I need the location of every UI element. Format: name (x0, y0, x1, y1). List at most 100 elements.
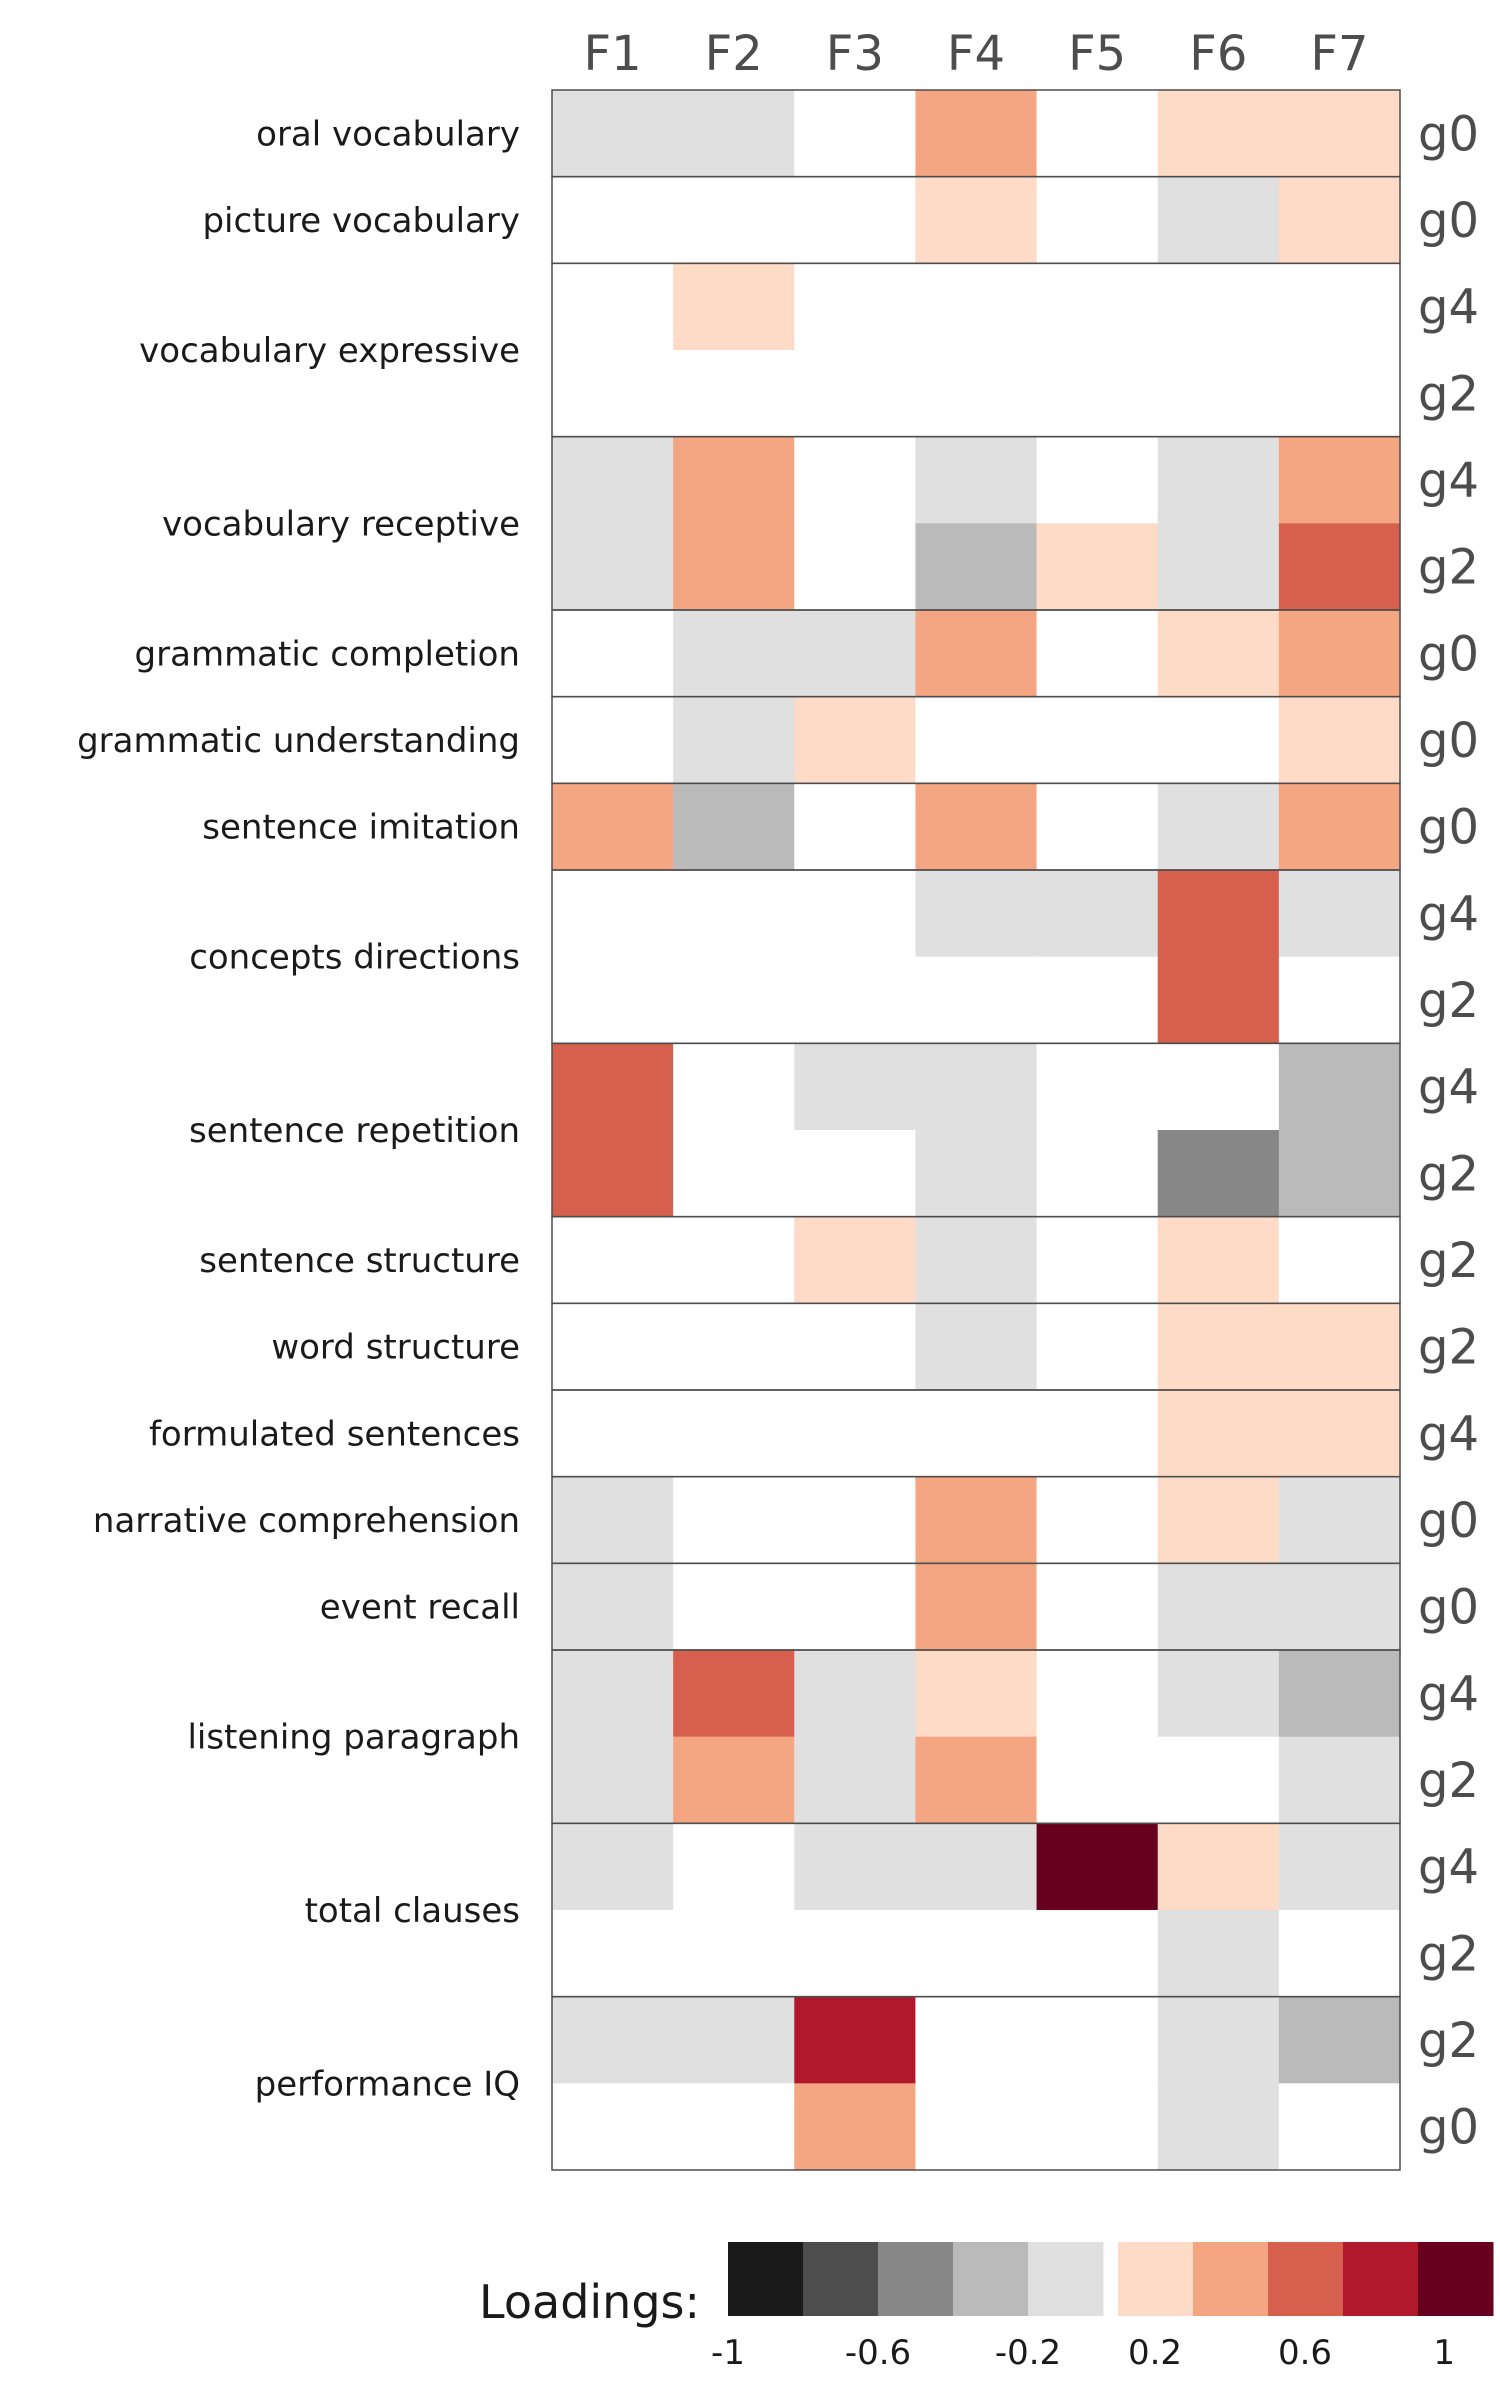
heatmap-cell (1157, 696, 1280, 784)
heatmap-cell (552, 1736, 674, 1824)
group-label: g0 (1418, 1580, 1479, 1636)
heatmap-cell (1157, 176, 1280, 264)
heatmap-cell (1157, 1823, 1280, 1911)
group-label: g0 (1418, 106, 1479, 162)
row-label: sentence structure (199, 1241, 520, 1281)
heatmap-cell (1278, 176, 1401, 264)
heatmap-cell (915, 956, 1038, 1044)
heatmap-cell (1157, 1043, 1280, 1131)
heatmap-cell (1278, 436, 1401, 524)
heatmap-cell (1036, 1216, 1159, 1304)
group-label: g4 (1418, 280, 1479, 336)
heatmap-cell (794, 1563, 917, 1651)
legend-swatch (1418, 2242, 1494, 2316)
row-label: listening paragraph (187, 1718, 520, 1758)
heatmap-cell (915, 870, 1038, 958)
legend-tick: -1 (711, 2333, 745, 2373)
heatmap-cell (1278, 1823, 1401, 1911)
heatmap-cell (794, 1390, 917, 1478)
heatmap-cell (673, 90, 795, 178)
heatmap-cell (1278, 350, 1401, 438)
heatmap-cell (552, 2083, 674, 2171)
heatmap-cell (794, 1043, 917, 1131)
heatmap-cell (673, 783, 795, 871)
heatmap-cell (1278, 1476, 1401, 1564)
heatmap-cell (673, 1650, 795, 1738)
group-label: g4 (1418, 1666, 1479, 1722)
heatmap-cell (1278, 956, 1401, 1044)
heatmap-cell (552, 523, 674, 611)
row-labels: oral vocabulary picture vocabulary vocabul… (77, 114, 520, 2104)
heatmap-cell (794, 523, 917, 611)
heatmap-cell (1157, 2083, 1280, 2171)
heatmap-cell (1036, 523, 1159, 611)
group-label: g0 (1418, 2100, 1479, 2156)
heatmap-cell (915, 1390, 1038, 1478)
heatmap-cell (1036, 350, 1159, 438)
heatmap-cell (1157, 870, 1280, 958)
heatmap-cell (673, 1130, 795, 1218)
row-label: grammatic completion (135, 634, 520, 674)
heatmap-cell (552, 1390, 674, 1478)
heatmap-cell (1157, 1650, 1280, 1738)
heatmap-cell (552, 1996, 674, 2084)
row-label: grammatic understanding (77, 721, 520, 761)
heatmap-cell (1157, 90, 1280, 178)
heatmap-cell (1036, 1563, 1159, 1651)
heatmap-cell (1278, 696, 1401, 784)
heatmap-cell (673, 2083, 795, 2171)
heatmap-cell (915, 1130, 1038, 1218)
heatmap-cell (1036, 1390, 1159, 1478)
row-label: oral vocabulary (256, 114, 520, 154)
heatmap-cell (1036, 1043, 1159, 1131)
legend-tick: -0.6 (845, 2333, 911, 2373)
heatmap-cell (552, 1563, 674, 1651)
legend-swatch (953, 2242, 1029, 2316)
heatmap-cell (1157, 1130, 1280, 1218)
row-label: concepts directions (189, 938, 520, 978)
row-label: total clauses (305, 1891, 520, 1931)
heatmap-cell (794, 90, 917, 178)
heatmap-cell (1278, 1736, 1401, 1824)
group-label: g0 (1418, 193, 1479, 249)
heatmap-cell (1036, 1130, 1159, 1218)
group-labels: g0 g0 g4 g2 g4 g2 g0 g0 g0 g4 g2 g4 g2 g2 g2 g4 g0 g0 g4 g2… (1418, 106, 1479, 2155)
heatmap-cell (552, 783, 674, 871)
column-label-f4: F4 (947, 26, 1005, 82)
group-label: g0 (1418, 626, 1479, 682)
heatmap-cell (673, 176, 795, 264)
heatmap-cell (1278, 1996, 1401, 2084)
heatmap-cell (552, 1823, 674, 1911)
heatmap-cell (1278, 263, 1401, 351)
legend-swatch (1343, 2242, 1419, 2316)
heatmap-cell (915, 263, 1038, 351)
heatmap-cell (552, 263, 674, 351)
column-label-f2: F2 (705, 26, 763, 82)
heatmap-cell (1278, 1910, 1401, 1998)
group-label: g2 (1418, 1233, 1479, 1289)
heatmap-cell (794, 696, 917, 784)
heatmap-cells (552, 90, 1401, 2171)
group-label: g4 (1418, 1406, 1479, 1462)
heatmap-cell (915, 783, 1038, 871)
heatmap-cell (673, 1736, 795, 1824)
heatmap-cell (1036, 1996, 1159, 2084)
heatmap-cell (915, 1216, 1038, 1304)
heatmap-cell (794, 350, 917, 438)
heatmap-cell (915, 436, 1038, 524)
heatmap-cell (915, 2083, 1038, 2171)
heatmap-cell (915, 90, 1038, 178)
heatmap-cell (552, 956, 674, 1044)
heatmap-cell (1157, 1216, 1280, 1304)
heatmap-cell (1278, 870, 1401, 958)
heatmap-cell (915, 523, 1038, 611)
heatmap-cell (1036, 956, 1159, 1044)
heatmap-cell (794, 1130, 917, 1218)
group-label: g0 (1418, 800, 1479, 856)
heatmap-cell (794, 1303, 917, 1391)
heatmap-cell (1157, 610, 1280, 698)
row-label: vocabulary expressive (139, 331, 520, 371)
heatmap-cell (552, 90, 674, 178)
heatmap-cell (794, 956, 917, 1044)
